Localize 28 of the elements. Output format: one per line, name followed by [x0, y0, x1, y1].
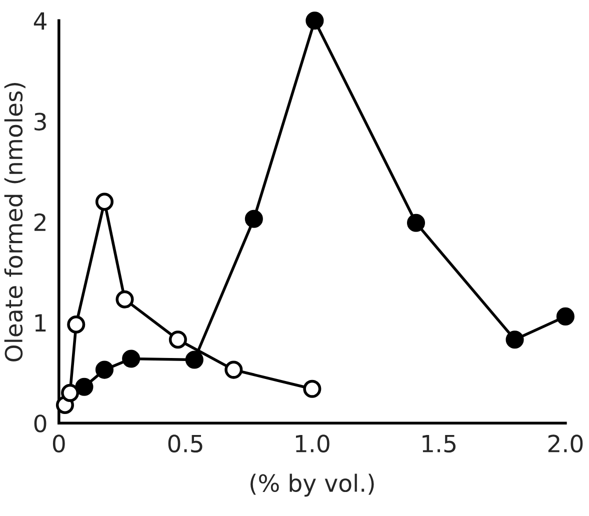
- x-axis-title: (% by vol.): [250, 474, 374, 497]
- point: [95, 192, 114, 211]
- x-tick-label: 2.0: [548, 434, 583, 453]
- y-tick-label: 4: [34, 12, 46, 30]
- point: [303, 380, 322, 398]
- point: [244, 210, 263, 228]
- y-axis-title: Oleate formed (nmoles): [4, 83, 26, 362]
- point: [67, 315, 86, 334]
- point: [116, 290, 134, 308]
- point: [306, 12, 324, 30]
- point: [75, 378, 94, 396]
- x-tick-label: 0: [52, 434, 65, 453]
- point: [122, 350, 140, 368]
- point: [95, 360, 114, 379]
- y-tick-label: 3: [34, 112, 46, 131]
- x-tick-label: 1.0: [296, 434, 330, 453]
- point: [506, 330, 524, 349]
- x-tick-label: 1.5: [422, 434, 456, 453]
- point: [224, 360, 243, 379]
- y-tick-label: 0: [34, 414, 46, 432]
- y-tick-label: 1: [35, 314, 46, 332]
- point: [185, 350, 204, 369]
- y-tick-label: 2: [34, 213, 46, 231]
- x-tick-label: 0.5: [168, 434, 202, 453]
- point: [556, 307, 574, 326]
- point: [406, 214, 426, 232]
- point: [61, 384, 80, 402]
- point: [168, 330, 187, 349]
